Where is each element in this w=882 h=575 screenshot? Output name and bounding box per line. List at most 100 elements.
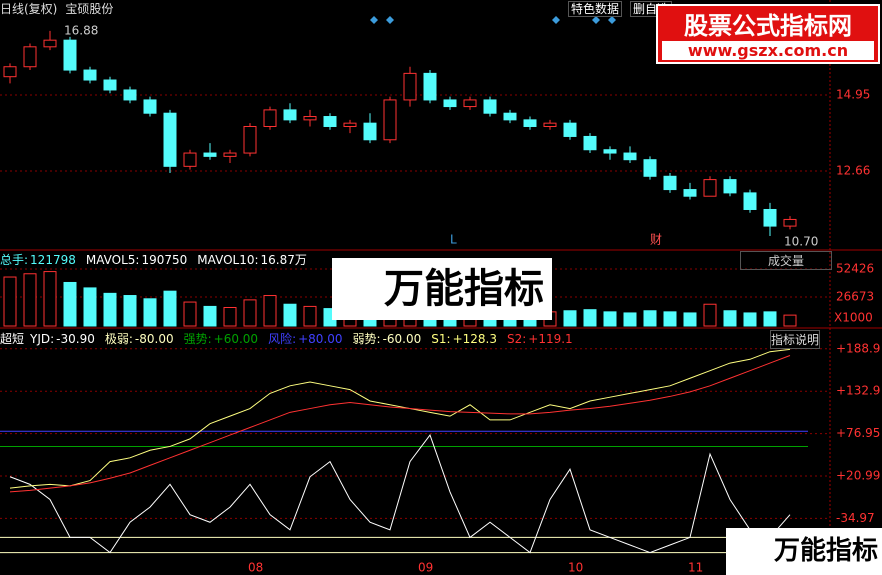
y-tick-label: -34.97: [836, 511, 875, 525]
series-line: [9, 348, 791, 489]
y-tick-label: +132.9: [836, 384, 880, 398]
y-tick-label: +188.9: [836, 341, 880, 355]
y-tick-label: 14.95: [836, 87, 870, 101]
stock-name: 宝硕股份: [65, 2, 114, 16]
volume-bar: [143, 298, 157, 327]
candle-body: [743, 192, 757, 210]
candle-body: [663, 175, 677, 191]
candle-body: [603, 149, 617, 154]
volume-bar: [303, 305, 317, 327]
legend-value: -60.00: [382, 332, 422, 346]
volume-bar: [23, 273, 37, 327]
legend-name: 总手:: [0, 253, 29, 267]
candle-body: [43, 39, 57, 48]
legend-name: MAVOL10:: [197, 253, 259, 267]
indicator-header: 超短 YJD: -30.90 极弱: -80.00 强势: +60.00 风险: +80.00 弱…: [0, 330, 583, 347]
annotation: 10.70: [784, 235, 818, 249]
volume-bar: [743, 312, 757, 327]
candle-body: [443, 99, 457, 108]
legend-value: 190750: [141, 253, 188, 267]
candle-body: [263, 109, 277, 127]
legend-value: 16.87万: [260, 253, 307, 267]
candle-body: [403, 72, 417, 101]
volume-bar: [563, 310, 577, 327]
candle-body: [643, 159, 657, 177]
y-tick-label: 26673: [836, 289, 874, 303]
volume-bar: [3, 276, 17, 327]
candle-body: [63, 39, 77, 71]
candle-body: [783, 218, 797, 227]
y-tick-label: +76.95: [836, 426, 880, 440]
legend-value: +119.1: [528, 332, 573, 346]
volume-bar: [583, 309, 597, 327]
volume-bar: [83, 287, 97, 327]
candle-body: [563, 122, 577, 137]
watermark-site: 股票公式指标网: [684, 12, 852, 40]
candle-body: [283, 109, 297, 121]
candle-body: [183, 152, 197, 167]
candle-body: [243, 125, 257, 154]
legend-name: 风险:: [268, 332, 297, 346]
indicator-title: 超短: [0, 332, 25, 346]
marker: L: [450, 233, 457, 247]
help-button[interactable]: 指标说明: [770, 330, 821, 349]
y-tick-label: +20.99: [836, 469, 880, 483]
candle-body: [343, 122, 357, 127]
candle-body: [683, 189, 697, 197]
volume-bar: [223, 307, 237, 327]
volume-bar: [63, 281, 77, 327]
candle-body: [143, 99, 157, 114]
volume-bar: [663, 311, 677, 327]
volume-bar: [183, 301, 197, 327]
legend-value: +60.00: [213, 332, 259, 346]
candle-body: [423, 72, 437, 101]
series-line: [9, 434, 791, 554]
x-tick-label: 08: [248, 561, 263, 575]
watermark-url: www.gszx.com.cn: [662, 41, 874, 60]
candle-body: [303, 116, 317, 121]
legend-name: 强势:: [183, 332, 212, 346]
button[interactable]: 特色数据: [568, 1, 623, 17]
annotation: 16.88: [64, 23, 98, 37]
candle-body: [23, 46, 37, 68]
candle-body: [363, 122, 377, 141]
volume-bar: [603, 311, 617, 327]
volume-bar: [643, 310, 657, 327]
y-tick-label: 52426: [836, 261, 874, 275]
candle-body: [83, 69, 97, 81]
candle-body: [503, 112, 517, 121]
axis-unit: X1000: [834, 311, 873, 325]
volume-bar: [783, 314, 797, 327]
volume-bar: [623, 312, 637, 327]
candle-body: [223, 152, 237, 157]
candle-body: [163, 112, 177, 167]
volume-bar: [163, 290, 177, 327]
volume-bar: [123, 295, 137, 327]
period: 日线(复权): [0, 2, 58, 16]
candle-body: [583, 135, 597, 151]
volume-bar: [243, 299, 257, 327]
price-header: 日线(复权) 宝硕股份: [0, 0, 121, 17]
y-tick-label: 12.66: [836, 163, 870, 177]
legend-value: +128.3: [452, 332, 497, 346]
series-line: [9, 355, 791, 493]
volume-bar: [723, 310, 737, 327]
legend-name: S2:: [506, 332, 527, 346]
candle-body: [323, 116, 337, 127]
legend-name: 极弱:: [104, 332, 133, 346]
legend-name: S1:: [431, 332, 451, 346]
legend-value: -80.00: [134, 332, 174, 346]
legend-name: YJD:: [30, 332, 55, 346]
volume-header: 总手: 121798 MAVOL5: 190750 MAVOL10: 16.87万: [0, 251, 317, 268]
candle-body: [763, 208, 777, 227]
indicator-select[interactable]: 成交量: [740, 251, 832, 270]
volume-bar: [703, 303, 717, 327]
candle-body: [123, 89, 137, 101]
volume-bar: [683, 312, 697, 327]
candle-body: [463, 99, 477, 108]
volume-bar: [103, 292, 117, 327]
marker: 财: [650, 233, 662, 247]
legend-value: 121798: [30, 253, 76, 267]
candle-body: [723, 179, 737, 194]
x-tick-label: 11: [688, 561, 703, 575]
